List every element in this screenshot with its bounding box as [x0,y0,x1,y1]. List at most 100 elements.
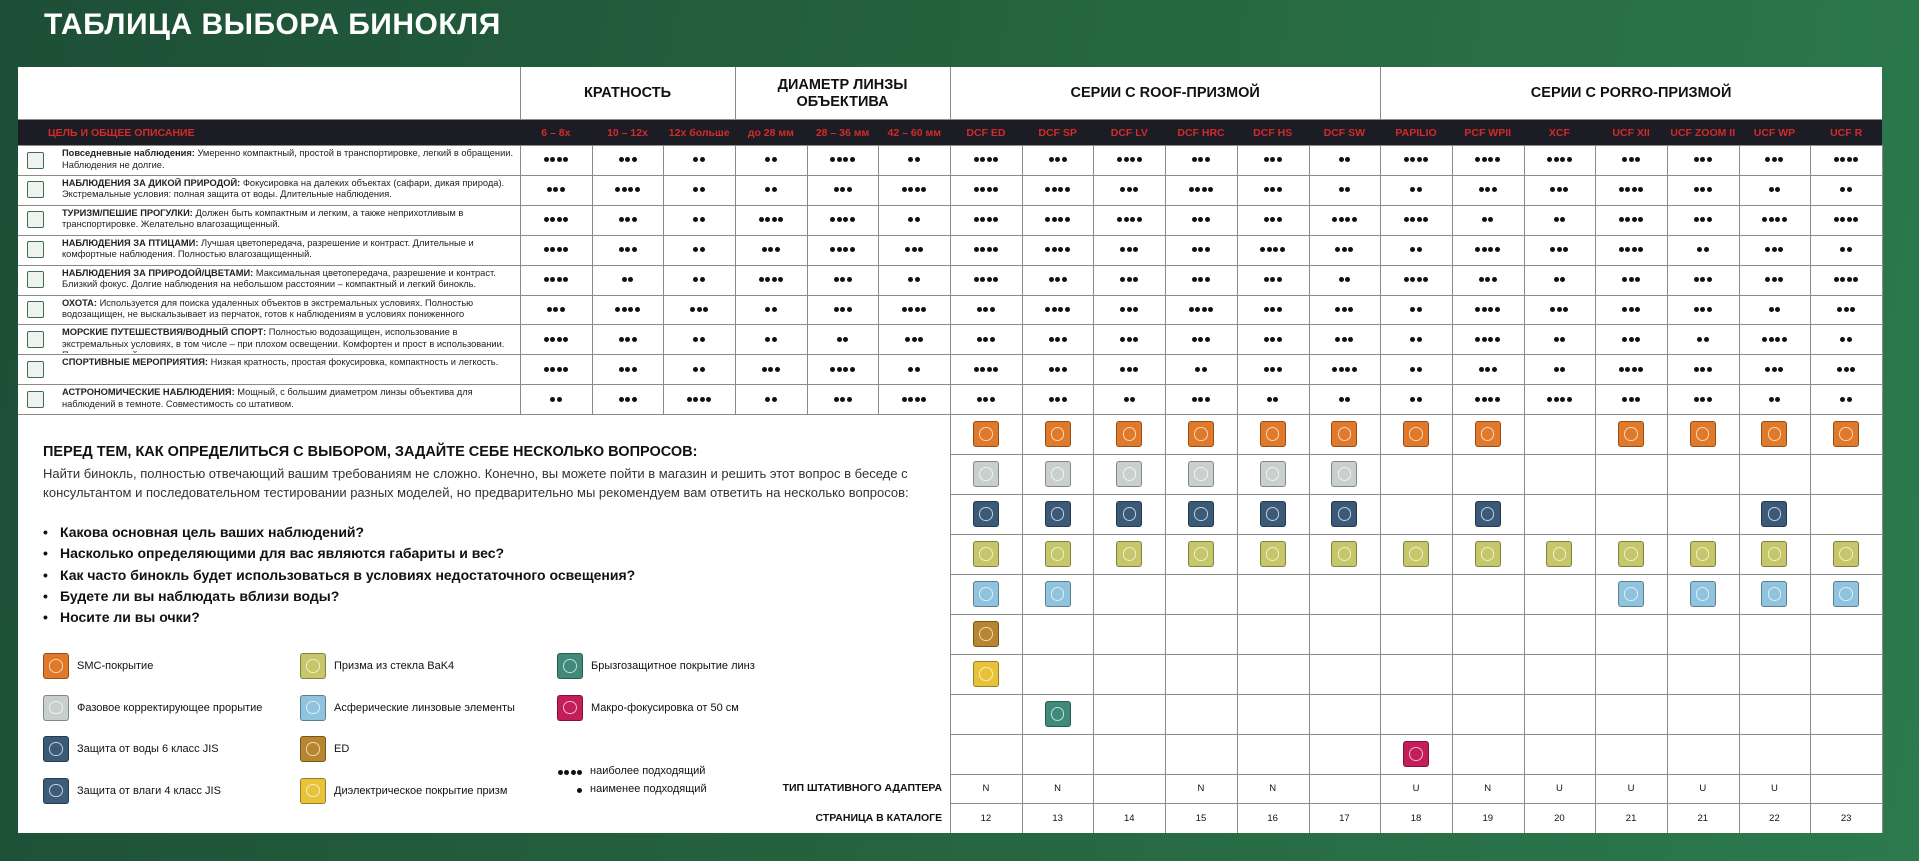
rating-dot [1270,366,1276,372]
column-line [950,414,952,833]
rating-dot [1270,217,1276,223]
grid-line [950,654,1882,655]
rating-dot [1133,306,1139,312]
rating-dot [1058,247,1064,253]
rating-dot [1481,336,1487,342]
rating [735,145,807,175]
rating-dot [765,396,771,402]
column-header: DCF LV [1110,126,1148,139]
rating-dot [1478,187,1484,193]
legend-icon [300,736,326,762]
rating-dot [1136,217,1142,223]
rating-dot [993,247,999,253]
rating [1093,265,1165,295]
rating-dot [563,277,569,283]
feature-icon [1689,421,1716,447]
rating-dot [1195,187,1201,193]
rating-dot [1628,396,1634,402]
rating-dot [1840,217,1846,223]
rating-dot [1126,366,1132,372]
rating-dot [840,277,846,283]
row-line [18,145,1882,146]
rating-dot [1485,277,1491,283]
rating-dot [778,217,784,223]
rating [1452,354,1524,384]
rating-dot [1768,396,1774,402]
rating-dot [1338,366,1344,372]
rating-dot [849,157,855,163]
rating [1237,205,1309,235]
rating [1093,295,1165,325]
rating-dot [1488,157,1494,163]
rating-dot [1126,187,1132,193]
rating [878,324,950,354]
rating-dot [1765,247,1771,253]
rating-dot [1208,187,1214,193]
rating-dot [625,336,630,342]
group-header: КРАТНОСТЬ [584,85,672,101]
rating-dot [1781,217,1787,223]
rating-dot [1061,396,1067,402]
row-line [18,264,1882,266]
rating-dot [1263,277,1269,283]
rating-dot [1481,217,1487,223]
rating-dot [908,187,914,193]
column-line [1021,145,1023,415]
rating [1595,324,1667,354]
rating-dot [1061,277,1067,283]
rating [1667,295,1739,325]
rating-dot [1778,247,1784,253]
rating-dot [1638,187,1644,193]
rating-dot [556,277,562,283]
rating-dot [1697,336,1703,342]
rating [1524,324,1596,354]
rating-dot [1410,396,1416,402]
questions-intro: Найти бинокль, полностью отвечающий ваши… [43,466,909,500]
rating [1022,145,1094,175]
rating [1022,205,1094,235]
rating-dot [1201,306,1207,312]
rating-dot [1703,336,1709,342]
rating-dot [1045,247,1051,253]
rating-dot [634,187,640,193]
rating-dot [1410,247,1416,253]
bullet: • [43,609,48,626]
rating-dot [1833,157,1839,163]
rating-dot [1840,247,1846,253]
rating [1595,145,1667,175]
rating [878,265,950,295]
sheet [18,67,1882,833]
rating-dot [1618,187,1624,193]
rating-dot [980,247,986,253]
rating-dot [1410,366,1416,372]
row-name: ОХОТА: [62,297,97,308]
rating-dot [625,247,630,253]
rating-dot [1768,306,1774,312]
rating-dot [1618,217,1624,223]
rating [1165,265,1237,295]
rating-dot [618,217,624,223]
rating-dot [911,336,917,342]
adapter-label: ТИП ШТАТИВНОГО АДАПТЕРА [782,782,943,794]
rating-dot [1188,187,1194,193]
rating-dot [1416,187,1422,193]
rating [1380,324,1452,354]
rating [663,295,735,325]
rating-dot [1846,277,1852,283]
rating-dot [1403,157,1409,163]
rating-dot [1700,396,1706,402]
feature-icon [1188,501,1214,527]
rating-dot [1494,157,1500,163]
rating-dot [1064,187,1070,193]
rating-dot [550,366,556,372]
column-header: PAPILIO [1395,126,1437,139]
rating-dot [771,157,777,163]
rating-dot [1618,247,1624,253]
feature-icon [1833,421,1860,447]
rating-dot [1416,306,1422,312]
column-line [1595,414,1597,833]
rating-dot [631,217,637,223]
row-name: АСТРОНОМИЧЕСКИЕ НАБЛЮДЕНИЯ: [62,387,235,398]
rating-dot [1846,187,1852,193]
column-header: DCF ED [966,126,1006,139]
